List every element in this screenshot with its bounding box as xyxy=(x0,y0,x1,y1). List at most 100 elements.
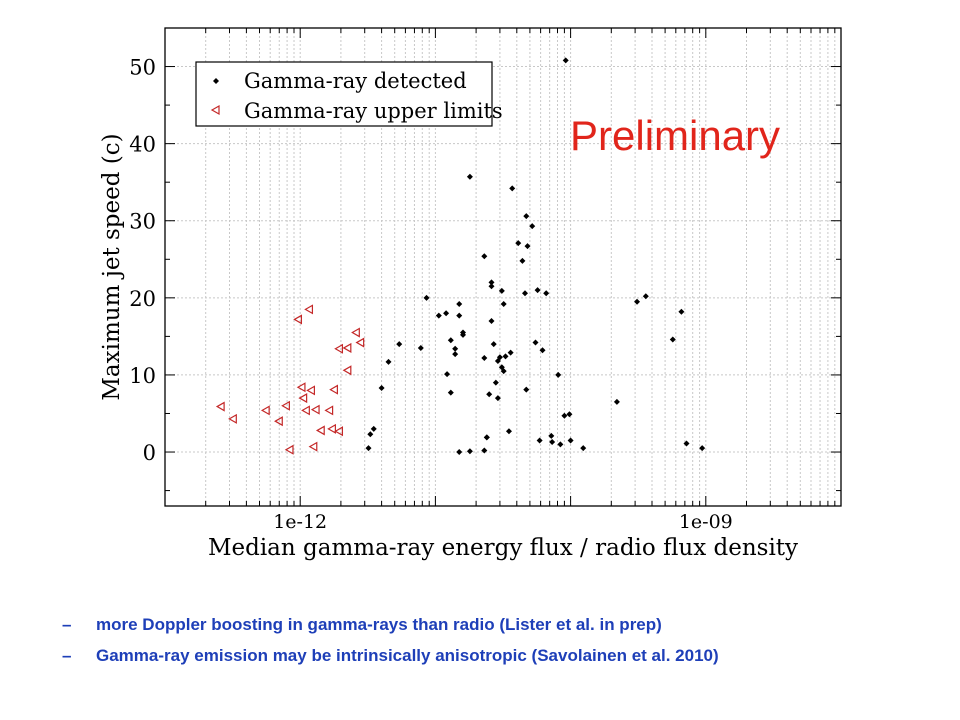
note-item: – Gamma-ray emission may be intrinsicall… xyxy=(62,646,952,666)
data-points xyxy=(215,57,706,456)
data-point-upper-limit xyxy=(334,426,344,437)
data-point-detected xyxy=(634,298,641,305)
data-point-detected xyxy=(498,287,505,294)
data-point-detected xyxy=(365,445,372,452)
data-point-upper-limit xyxy=(260,405,270,416)
data-point-detected xyxy=(452,351,459,358)
y-axis-label: Maximum jet speed (c) xyxy=(99,133,125,400)
data-point-detected xyxy=(566,411,573,418)
legend: Gamma-ray detected Gamma-ray upper limit… xyxy=(195,61,503,127)
data-point-detected xyxy=(529,223,536,230)
data-point-upper-limit xyxy=(304,304,314,315)
data-point-detected xyxy=(561,412,568,419)
data-point-upper-limit xyxy=(301,405,310,416)
data-point-detected xyxy=(486,391,493,398)
data-point-detected xyxy=(567,437,574,444)
data-point-upper-limit xyxy=(342,342,352,353)
data-point-detected xyxy=(519,257,526,264)
data-point-upper-limit xyxy=(306,385,315,396)
data-point-detected xyxy=(456,312,463,319)
y-tick-label: 30 xyxy=(129,210,156,234)
data-point-detected xyxy=(642,293,649,300)
data-point-detected xyxy=(555,371,562,378)
legend-label-detected: Gamma-ray detected xyxy=(244,69,467,93)
note-item: – more Doppler boosting in gamma-rays th… xyxy=(62,615,952,635)
y-tick-label: 10 xyxy=(129,364,156,388)
data-point-detected xyxy=(532,339,539,346)
data-point-upper-limit xyxy=(284,444,294,455)
data-point-detected xyxy=(423,294,430,301)
y-tick-label: 0 xyxy=(143,441,156,465)
data-point-detected xyxy=(488,279,495,286)
data-point-detected xyxy=(444,371,451,378)
y-tick-label: 50 xyxy=(129,56,156,80)
data-point-detected xyxy=(452,345,459,352)
data-point-detected xyxy=(515,240,522,247)
data-point-detected xyxy=(523,213,530,220)
bullet-dash: – xyxy=(62,646,72,665)
data-point-upper-limit xyxy=(281,400,290,411)
data-point-upper-limit xyxy=(315,425,325,436)
data-point-upper-limit xyxy=(215,401,225,412)
data-point-upper-limit xyxy=(342,365,352,376)
data-point-detected xyxy=(494,395,501,402)
scatter-chart: 0 10 20 30 40 50 1e-12 1e-09 Gamma-ray detected… xyxy=(99,27,842,561)
data-point-upper-limit xyxy=(355,337,365,348)
data-point-detected xyxy=(481,447,488,454)
data-point-detected xyxy=(523,386,530,393)
data-point-detected xyxy=(466,173,473,180)
data-point-detected xyxy=(370,425,377,432)
data-point-detected xyxy=(488,283,495,290)
data-point-detected xyxy=(683,440,690,447)
data-point-upper-limit xyxy=(293,314,303,325)
data-point-detected xyxy=(524,243,531,250)
data-point-upper-limit xyxy=(308,441,318,452)
data-point-detected xyxy=(385,358,392,365)
x-tick-label: 1e-09 xyxy=(679,511,733,533)
preliminary-watermark: Preliminary xyxy=(570,112,780,159)
data-point-detected xyxy=(378,385,385,392)
data-point-detected xyxy=(500,301,507,308)
data-point-upper-limit xyxy=(298,393,308,404)
data-point-detected xyxy=(507,349,514,356)
data-point-detected xyxy=(548,432,555,439)
data-point-detected xyxy=(456,449,463,456)
data-point-upper-limit xyxy=(274,416,283,427)
data-point-detected xyxy=(456,301,463,308)
data-point-upper-limit xyxy=(296,382,306,393)
data-point-detected xyxy=(505,428,512,435)
data-point-detected xyxy=(613,398,620,405)
data-point-detected xyxy=(459,329,466,336)
data-point-detected xyxy=(500,368,507,375)
data-point-detected xyxy=(488,317,495,324)
x-tick-label: 1e-12 xyxy=(273,511,327,533)
data-point-detected xyxy=(502,353,509,360)
data-point-detected xyxy=(699,445,706,452)
legend-label-upper-limits: Gamma-ray upper limits xyxy=(244,99,503,123)
data-point-detected xyxy=(490,341,497,348)
legend-marker-upper-limits xyxy=(210,104,220,116)
data-point-detected xyxy=(483,434,490,441)
data-point-detected xyxy=(481,253,488,260)
data-point-detected xyxy=(539,347,546,354)
data-point-detected xyxy=(367,431,374,438)
data-point-upper-limit xyxy=(329,384,338,395)
data-point-detected xyxy=(678,308,685,315)
data-point-upper-limit xyxy=(310,404,320,415)
data-point-detected xyxy=(466,448,473,455)
plot-frame xyxy=(164,27,842,507)
data-point-detected xyxy=(492,379,499,386)
data-point-upper-limit xyxy=(324,405,334,416)
data-point-detected xyxy=(669,336,676,343)
data-point-detected xyxy=(534,287,541,294)
data-point-detected xyxy=(396,341,403,348)
data-point-upper-limit xyxy=(334,343,344,354)
data-point-detected xyxy=(417,344,424,351)
data-point-detected xyxy=(580,445,587,452)
bullet-dash: – xyxy=(62,615,72,634)
data-point-detected xyxy=(549,439,556,446)
data-point-detected xyxy=(509,185,516,192)
data-point-detected xyxy=(494,358,501,365)
data-point-detected xyxy=(562,57,569,64)
data-point-detected xyxy=(443,310,450,317)
